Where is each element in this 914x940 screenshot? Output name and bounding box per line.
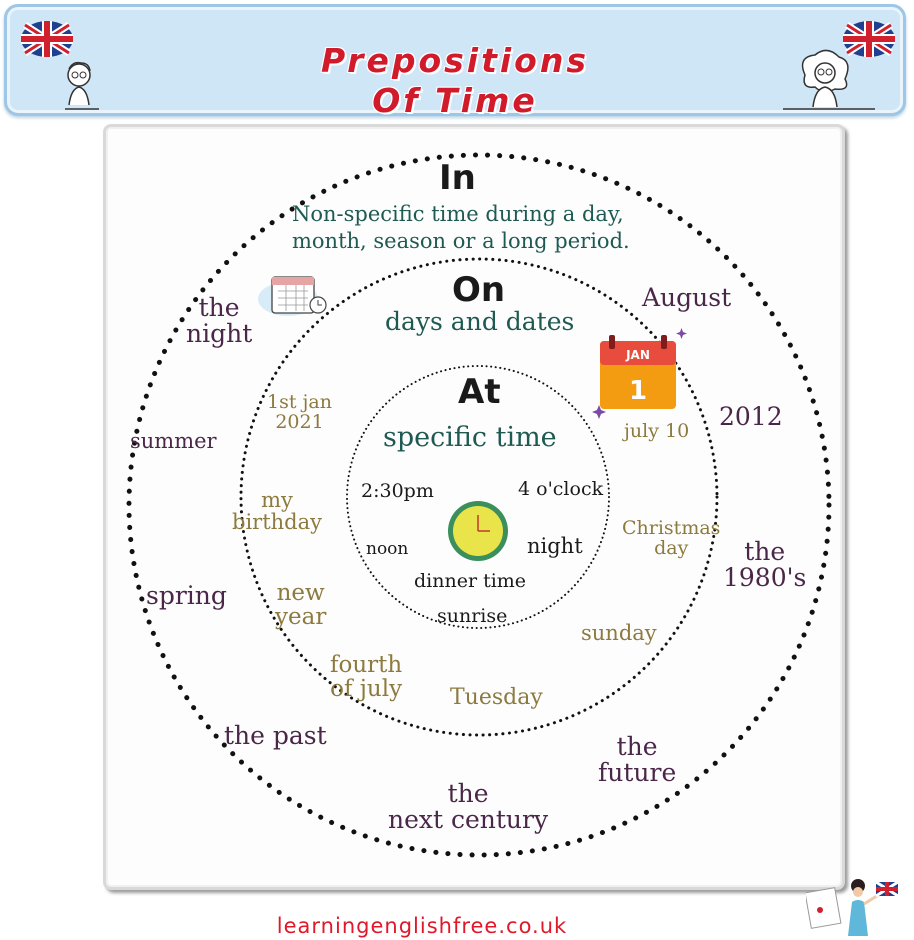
calendar-icon: JAN 1 — [592, 328, 687, 419]
calendar-month: JAN — [625, 348, 650, 362]
at-description: specific time — [383, 422, 557, 453]
example-dinner-time: dinner time — [414, 570, 527, 592]
example-spring: spring — [146, 581, 227, 610]
example-the-past: the past — [224, 721, 327, 750]
example-tuesday: Tuesday — [450, 685, 543, 710]
in-description-line-1: Non-specific time during a day, — [292, 202, 624, 226]
example-the-1980s: the 1980's — [723, 537, 807, 593]
uk-flag-icon — [21, 21, 73, 57]
planner-icon — [258, 276, 327, 316]
calendar-day: 1 — [629, 376, 647, 406]
title-banner: Prepositions Of Time — [4, 4, 906, 120]
example-the-future: the future — [598, 732, 677, 788]
example-night: night — [527, 534, 583, 558]
in-heading: In — [439, 158, 476, 198]
on-ring — [239, 257, 719, 737]
boy-reading-icon — [65, 61, 99, 110]
concentric-rings: JAN 1 — [126, 152, 832, 858]
website-link[interactable]: learningenglishfree.co.uk — [276, 914, 568, 938]
example-fourth-of-july: fourth of july — [330, 652, 403, 703]
example-july-10: july 10 — [624, 420, 690, 442]
example-the-night: the night — [186, 293, 253, 349]
example-4-oclock: 4 o'clock — [518, 478, 604, 500]
diagram-frame: JAN 1 In Non-specific time during a day,… — [103, 124, 845, 890]
example-2012: 2012 — [719, 402, 783, 431]
title-line-2: Of Time — [372, 81, 538, 120]
in-description-line-2: month, season or a long period. — [292, 229, 630, 253]
at-heading: At — [458, 372, 501, 412]
example-new-year: new year — [275, 580, 327, 631]
girl-reading-icon — [783, 49, 875, 110]
example-summer: summer — [130, 429, 217, 453]
clock-icon — [448, 501, 508, 561]
example-sunday: sunday — [581, 621, 657, 645]
example-1st-jan-2021: 1st jan 2021 — [267, 391, 332, 433]
example-my-birthday: my birthday — [232, 488, 322, 535]
example-next-century: the next century — [388, 779, 549, 835]
in-ring — [126, 152, 832, 858]
title-line-1: Prepositions — [321, 41, 589, 80]
on-description: days and dates — [385, 307, 575, 336]
example-christmas-day: Christmas day — [622, 517, 721, 559]
at-ring — [346, 365, 610, 629]
example-august: August — [642, 283, 732, 312]
on-heading: On — [452, 270, 506, 310]
page-title: Prepositions Of Time — [7, 41, 903, 121]
example-sunrise: sunrise — [437, 605, 508, 627]
uk-flag-icon — [843, 21, 895, 57]
example-230pm: 2:30pm — [361, 480, 434, 502]
teacher-with-flag-icon — [806, 879, 899, 936]
example-noon: noon — [366, 539, 409, 559]
